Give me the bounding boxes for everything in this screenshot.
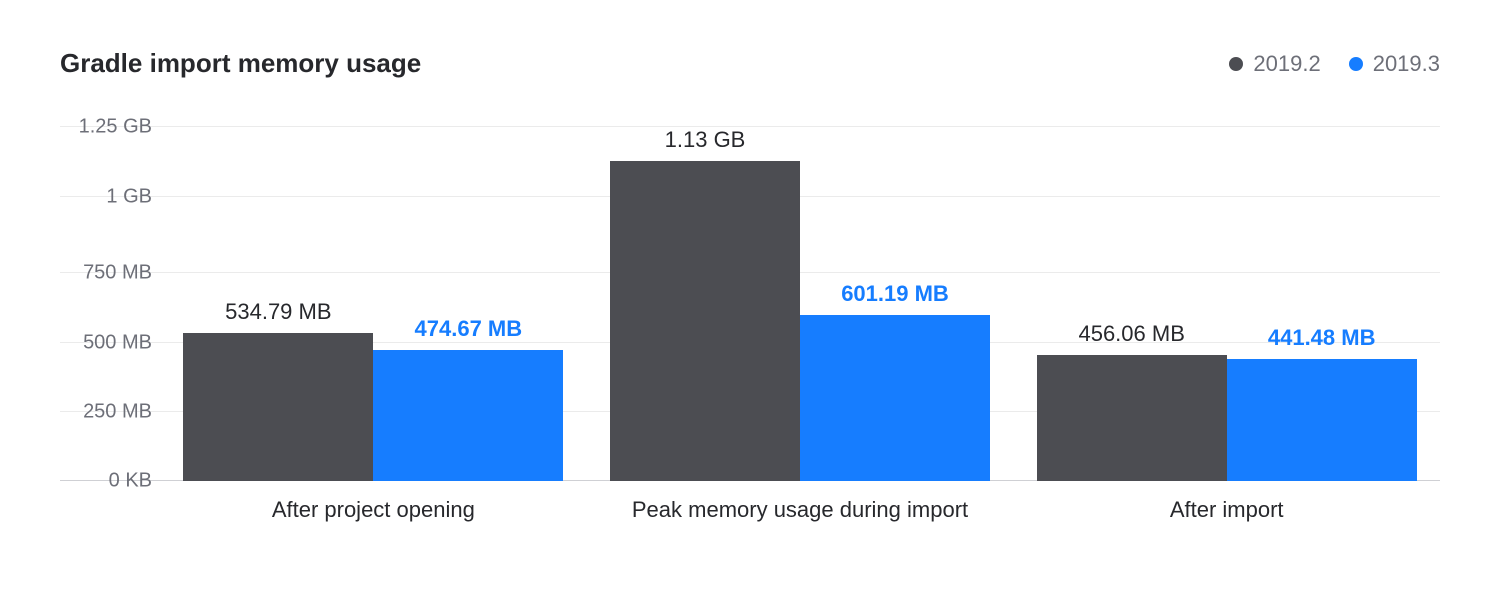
bar-value-label: 601.19 MB xyxy=(841,281,949,307)
bars-area: 534.79 MB 474.67 MB 1.13 GB 601.19 MB 45… xyxy=(160,121,1440,481)
x-axis: After project opening Peak memory usage … xyxy=(160,481,1440,523)
bar-value-label: 456.06 MB xyxy=(1078,321,1184,347)
legend-label: 2019.3 xyxy=(1373,51,1440,77)
bar-group: 1.13 GB 601.19 MB xyxy=(587,121,1014,481)
legend-dot-icon xyxy=(1349,57,1363,71)
y-axis: 1.25 GB 1 GB 750 MB 500 MB 250 MB 0 KB xyxy=(60,121,160,481)
legend-label: 2019.2 xyxy=(1253,51,1320,77)
y-tick-label: 0 KB xyxy=(109,470,152,493)
y-tick-label: 250 MB xyxy=(83,400,152,423)
bar-2019-3: 474.67 MB xyxy=(373,350,563,481)
chart-legend: 2019.2 2019.3 xyxy=(1229,51,1440,77)
bar-value-label: 441.48 MB xyxy=(1268,325,1376,351)
x-category-label: After project opening xyxy=(160,497,587,523)
legend-dot-icon xyxy=(1229,57,1243,71)
y-tick-label: 1 GB xyxy=(106,186,152,209)
bar-2019-2: 456.06 MB xyxy=(1037,355,1227,481)
plot-area: 1.25 GB 1 GB 750 MB 500 MB 250 MB 0 KB 5… xyxy=(60,121,1440,481)
legend-item-2019-3: 2019.3 xyxy=(1349,51,1440,77)
x-category-label: After import xyxy=(1013,497,1440,523)
bar-group: 456.06 MB 441.48 MB xyxy=(1013,121,1440,481)
x-category-label: Peak memory usage during import xyxy=(587,497,1014,523)
y-tick-label: 1.25 GB xyxy=(79,115,152,138)
bar-2019-3: 601.19 MB xyxy=(800,315,990,481)
bar-value-label: 474.67 MB xyxy=(415,316,523,342)
chart-header: Gradle import memory usage 2019.2 2019.3 xyxy=(60,48,1440,79)
bar-value-label: 534.79 MB xyxy=(225,299,331,325)
bar-2019-2: 1.13 GB xyxy=(610,161,800,481)
legend-item-2019-2: 2019.2 xyxy=(1229,51,1320,77)
chart-title: Gradle import memory usage xyxy=(60,48,421,79)
y-tick-label: 500 MB xyxy=(83,331,152,354)
bar-group: 534.79 MB 474.67 MB xyxy=(160,121,587,481)
bar-2019-3: 441.48 MB xyxy=(1227,359,1417,481)
chart-container: Gradle import memory usage 2019.2 2019.3… xyxy=(0,0,1500,600)
bar-value-label: 1.13 GB xyxy=(665,127,746,153)
y-tick-label: 750 MB xyxy=(83,262,152,285)
bar-2019-2: 534.79 MB xyxy=(183,333,373,481)
